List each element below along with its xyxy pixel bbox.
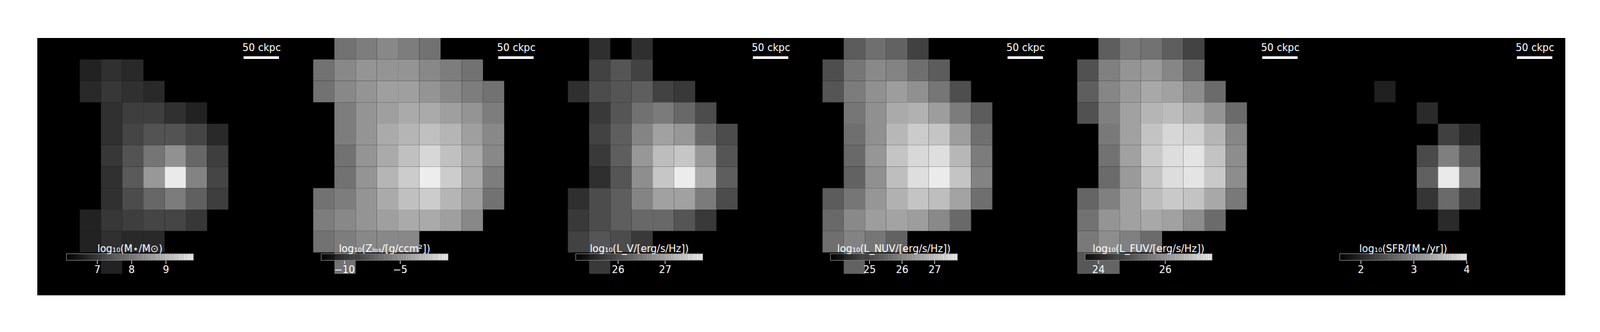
svg-text:25: 25 (863, 263, 876, 276)
svg-text:8: 8 (128, 263, 135, 276)
svg-text:3: 3 (1410, 263, 1418, 276)
svg-text:50 ckpc: 50 ckpc (242, 41, 281, 54)
svg-text:50 ckpc: 50 ckpc (1006, 41, 1045, 54)
svg-text:26: 26 (612, 263, 625, 276)
svg-text:50 ckpc: 50 ckpc (1260, 41, 1300, 54)
svg-text:log₁₀(L_NUV/[erg/s/Hz]): log₁₀(L_NUV/[erg/s/Hz]) (837, 242, 951, 256)
svg-text:log₁₀(M⋆/M⊙): log₁₀(M⋆/M⊙) (97, 242, 164, 255)
svg-text:4: 4 (1463, 263, 1471, 276)
svg-text:log₁₀(L_FUV/[erg/s/Hz]): log₁₀(L_FUV/[erg/s/Hz]) (1092, 242, 1205, 256)
svg-text:24: 24 (1091, 263, 1105, 276)
svg-text:26: 26 (1158, 263, 1172, 276)
svg-text:27: 27 (928, 263, 941, 276)
svg-text:9: 9 (163, 263, 170, 276)
svg-text:log₁₀(SFR/[M⋆/yr]): log₁₀(SFR/[M⋆/yr]) (1359, 242, 1447, 255)
svg-text:2: 2 (1357, 263, 1365, 276)
svg-text:−10: −10 (333, 263, 355, 276)
svg-text:50 ckpc: 50 ckpc (751, 41, 791, 54)
svg-text:26: 26 (895, 263, 909, 276)
svg-text:log₁₀(Zₗₒₛ/[g/ccm²]): log₁₀(Zₗₒₛ/[g/ccm²]) (339, 242, 431, 255)
svg-text:27: 27 (658, 263, 672, 276)
svg-text:50 ckpc: 50 ckpc (1515, 41, 1555, 54)
svg-text:50 ckpc: 50 ckpc (496, 41, 536, 54)
svg-text:−5: −5 (392, 263, 408, 276)
svg-text:log₁₀(L_V/[erg/s/Hz]): log₁₀(L_V/[erg/s/Hz]) (589, 242, 689, 256)
svg-text:7: 7 (94, 263, 101, 276)
